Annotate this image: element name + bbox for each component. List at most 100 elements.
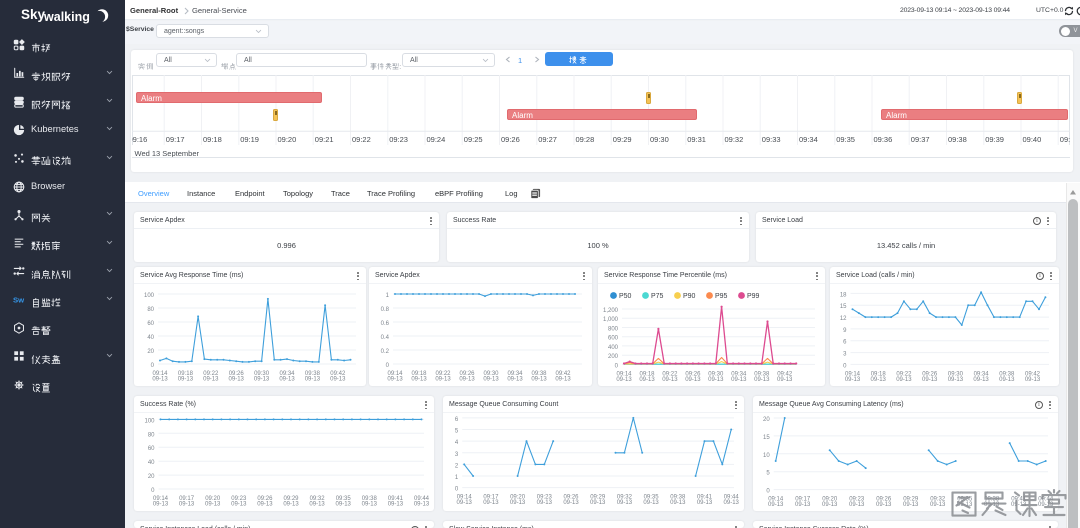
svg-text:09:19: 09:19 — [240, 135, 259, 144]
svg-text:0: 0 — [386, 363, 390, 369]
svg-text:09-13: 09-13 — [257, 502, 273, 508]
svg-text:1,000: 1,000 — [603, 317, 619, 323]
svg-text:80: 80 — [148, 432, 155, 438]
svg-text:09:35: 09:35 — [836, 135, 855, 144]
svg-text:09:38: 09:38 — [362, 496, 378, 502]
svg-text:09:14: 09:14 — [845, 371, 861, 377]
svg-text:09:22: 09:22 — [662, 371, 678, 377]
svg-text:09:14: 09:14 — [387, 371, 403, 377]
svg-text:09:23: 09:23 — [389, 135, 408, 144]
svg-text:09-13: 09-13 — [845, 377, 861, 383]
svg-text:09-13: 09-13 — [871, 377, 887, 383]
svg-text:09-13: 09-13 — [754, 377, 770, 383]
svg-text:09:38: 09:38 — [984, 497, 1000, 503]
svg-text:4: 4 — [455, 440, 459, 446]
svg-text:P99: P99 — [747, 293, 760, 300]
svg-text:09:24: 09:24 — [426, 135, 445, 144]
svg-text:09:20: 09:20 — [510, 495, 526, 501]
svg-text:0: 0 — [151, 363, 155, 369]
svg-text:09-13: 09-13 — [896, 377, 912, 383]
svg-text:09-13: 09-13 — [205, 502, 221, 508]
svg-text:09:16: 09:16 — [132, 135, 147, 144]
svg-text:09-13: 09-13 — [483, 377, 499, 383]
svg-text:5: 5 — [455, 429, 459, 435]
svg-text:100: 100 — [144, 293, 155, 299]
svg-text:09:33: 09:33 — [761, 135, 780, 144]
svg-text:09:32: 09:32 — [724, 135, 743, 144]
svg-text:09-13: 09-13 — [203, 377, 219, 383]
svg-text:09-13: 09-13 — [507, 377, 523, 383]
svg-text:09:20: 09:20 — [277, 135, 296, 144]
svg-text:2: 2 — [455, 463, 459, 469]
svg-text:09-13: 09-13 — [411, 377, 427, 383]
svg-text:09-13: 09-13 — [903, 502, 919, 508]
svg-text:09:26: 09:26 — [876, 497, 892, 503]
svg-text:09:41: 09:41 — [1011, 497, 1027, 503]
svg-text:09:32: 09:32 — [617, 495, 633, 501]
svg-text:09-13: 09-13 — [457, 500, 473, 506]
svg-text:09:17: 09:17 — [179, 496, 195, 502]
svg-text:6: 6 — [843, 340, 847, 346]
svg-text:09:42: 09:42 — [330, 371, 346, 377]
svg-text:P75: P75 — [651, 293, 664, 300]
svg-text:1,200: 1,200 — [603, 308, 619, 314]
svg-text:09:26: 09:26 — [229, 371, 245, 377]
svg-text:09-13: 09-13 — [731, 377, 747, 383]
svg-text:09-13: 09-13 — [768, 502, 784, 508]
svg-text:09-13: 09-13 — [279, 377, 295, 383]
svg-text:09:41: 09:41 — [1059, 135, 1069, 144]
svg-text:09:29: 09:29 — [283, 496, 299, 502]
svg-text:40: 40 — [147, 335, 154, 341]
svg-text:09:17: 09:17 — [483, 495, 499, 501]
svg-text:09-13: 09-13 — [849, 502, 865, 508]
svg-text:09:30: 09:30 — [650, 135, 669, 144]
svg-text:09:35: 09:35 — [644, 495, 660, 501]
svg-text:09-13: 09-13 — [639, 377, 655, 383]
svg-text:09:27: 09:27 — [538, 135, 557, 144]
svg-text:09:32: 09:32 — [310, 496, 326, 502]
svg-text:09-13: 09-13 — [590, 500, 606, 506]
svg-text:80: 80 — [147, 307, 154, 313]
svg-text:09-13: 09-13 — [999, 377, 1015, 383]
svg-text:09:38: 09:38 — [948, 135, 967, 144]
svg-text:09:35: 09:35 — [336, 496, 352, 502]
svg-text:Sw: Sw — [13, 295, 24, 304]
svg-text:09-13: 09-13 — [973, 377, 989, 383]
svg-text:09:29: 09:29 — [612, 135, 631, 144]
svg-text:3: 3 — [455, 452, 459, 458]
svg-text:09-13: 09-13 — [510, 500, 526, 506]
svg-text:09:14: 09:14 — [768, 497, 784, 503]
svg-text:09:18: 09:18 — [411, 371, 427, 377]
svg-text:09:26: 09:26 — [563, 495, 579, 501]
svg-text:09:14: 09:14 — [152, 371, 168, 377]
svg-text:09:26: 09:26 — [922, 371, 938, 377]
svg-text:09-13: 09-13 — [178, 377, 194, 383]
svg-text:09-13: 09-13 — [1025, 377, 1041, 383]
svg-text:09-13: 09-13 — [179, 502, 195, 508]
svg-text:09:18: 09:18 — [639, 371, 655, 377]
svg-text:09:30: 09:30 — [708, 371, 724, 377]
svg-text:0: 0 — [455, 487, 459, 493]
svg-text:09-13: 09-13 — [254, 377, 270, 383]
svg-text:20: 20 — [147, 349, 154, 355]
svg-text:09:31: 09:31 — [687, 135, 706, 144]
svg-text:0: 0 — [151, 488, 155, 494]
svg-text:09:30: 09:30 — [483, 371, 499, 377]
svg-text:1: 1 — [455, 475, 459, 481]
svg-text:09:34: 09:34 — [974, 371, 990, 377]
svg-text:09:29: 09:29 — [590, 495, 606, 501]
svg-text:09-13: 09-13 — [362, 502, 378, 508]
svg-text:09:18: 09:18 — [203, 135, 222, 144]
svg-text:09-13: 09-13 — [555, 377, 571, 383]
svg-text:09:22: 09:22 — [352, 135, 371, 144]
svg-text:09:40: 09:40 — [1022, 135, 1041, 144]
svg-text:09:20: 09:20 — [205, 496, 221, 502]
svg-text:09:34: 09:34 — [799, 135, 818, 144]
svg-text:09:23: 09:23 — [537, 495, 553, 501]
svg-text:P95: P95 — [715, 293, 728, 300]
svg-text:09:37: 09:37 — [910, 135, 929, 144]
svg-text:09:26: 09:26 — [257, 496, 273, 502]
svg-text:09-13: 09-13 — [283, 502, 299, 508]
svg-text:60: 60 — [148, 446, 155, 452]
svg-text:Wed 13 September: Wed 13 September — [134, 149, 199, 157]
